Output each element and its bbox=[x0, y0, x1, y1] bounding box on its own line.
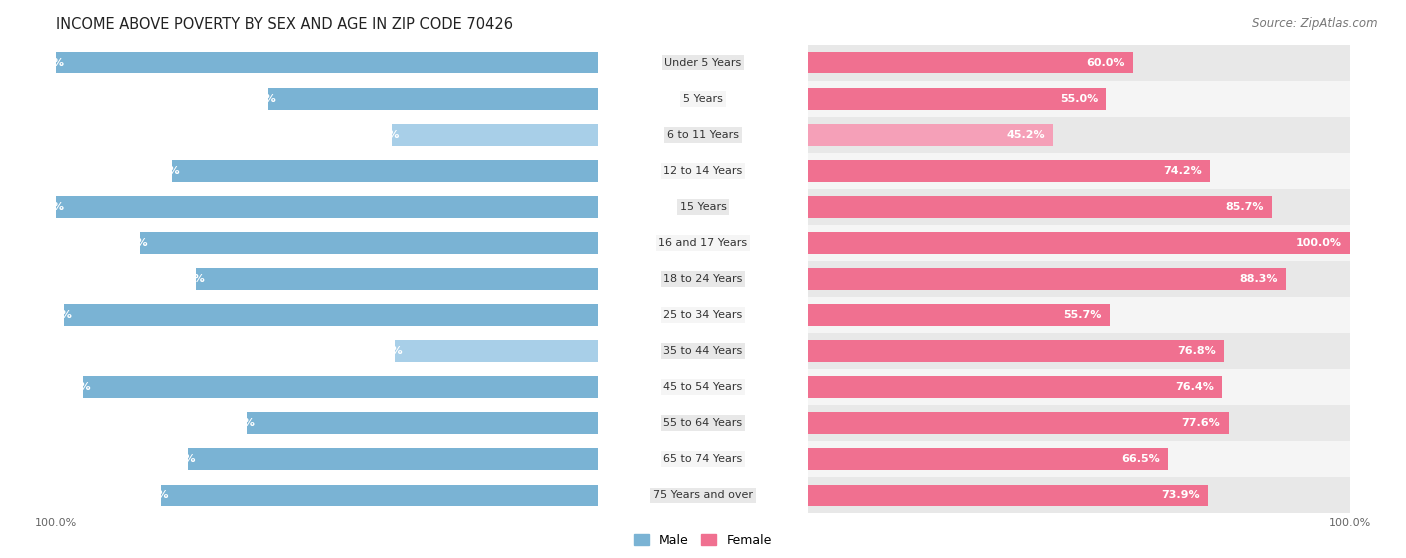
Text: Under 5 Years: Under 5 Years bbox=[665, 57, 741, 68]
Bar bbox=[808, 189, 1406, 225]
Text: Source: ZipAtlas.com: Source: ZipAtlas.com bbox=[1253, 17, 1378, 30]
Text: 76.8%: 76.8% bbox=[1177, 346, 1216, 356]
Text: 25 to 34 Years: 25 to 34 Years bbox=[664, 310, 742, 320]
Bar bbox=[808, 45, 1406, 81]
Text: 74.2%: 74.2% bbox=[1163, 166, 1202, 176]
Text: 35 to 44 Years: 35 to 44 Years bbox=[664, 346, 742, 356]
Text: 65 to 74 Years: 65 to 74 Years bbox=[664, 454, 742, 464]
Bar bbox=[808, 369, 1406, 405]
Bar bbox=[808, 232, 1350, 254]
Text: 18 to 24 Years: 18 to 24 Years bbox=[664, 274, 742, 284]
Bar bbox=[598, 45, 1406, 81]
Bar bbox=[808, 52, 1133, 74]
Bar bbox=[598, 441, 1406, 477]
Text: 55.7%: 55.7% bbox=[1063, 310, 1102, 320]
Bar bbox=[392, 124, 598, 146]
Text: 38.0%: 38.0% bbox=[361, 130, 399, 140]
Bar bbox=[141, 232, 598, 254]
Bar bbox=[56, 52, 598, 74]
Text: 5 Years: 5 Years bbox=[683, 94, 723, 104]
Text: 88.3%: 88.3% bbox=[1240, 274, 1278, 284]
Bar bbox=[808, 81, 1406, 117]
Text: 85.7%: 85.7% bbox=[1226, 202, 1264, 212]
Bar bbox=[808, 196, 1272, 218]
Text: 12 to 14 Years: 12 to 14 Years bbox=[664, 166, 742, 176]
Bar bbox=[598, 225, 1406, 261]
Text: 80.7%: 80.7% bbox=[131, 490, 169, 501]
Text: INCOME ABOVE POVERTY BY SEX AND AGE IN ZIP CODE 70426: INCOME ABOVE POVERTY BY SEX AND AGE IN Z… bbox=[56, 17, 513, 32]
Text: 60.0%: 60.0% bbox=[1087, 57, 1125, 68]
Bar bbox=[269, 88, 598, 109]
Text: 37.4%: 37.4% bbox=[364, 346, 404, 356]
Bar bbox=[808, 405, 1406, 441]
Bar bbox=[808, 477, 1406, 513]
Bar bbox=[808, 333, 1406, 369]
Bar bbox=[808, 153, 1406, 189]
Text: 74.1%: 74.1% bbox=[166, 274, 204, 284]
Text: 100.0%: 100.0% bbox=[18, 57, 65, 68]
Legend: Male, Female: Male, Female bbox=[630, 529, 776, 552]
Bar bbox=[172, 160, 598, 182]
Text: 55 to 64 Years: 55 to 64 Years bbox=[664, 418, 742, 428]
Bar bbox=[395, 340, 598, 362]
Bar bbox=[808, 449, 1168, 470]
Text: 73.9%: 73.9% bbox=[1161, 490, 1201, 501]
Bar bbox=[808, 117, 1406, 153]
Text: 66.5%: 66.5% bbox=[1122, 454, 1160, 464]
Bar bbox=[598, 81, 1406, 117]
Text: 76.4%: 76.4% bbox=[1175, 382, 1213, 392]
Text: 95.1%: 95.1% bbox=[52, 382, 91, 392]
Text: 16 and 17 Years: 16 and 17 Years bbox=[658, 238, 748, 248]
Bar bbox=[808, 441, 1406, 477]
Bar bbox=[598, 189, 1406, 225]
Text: 77.6%: 77.6% bbox=[1181, 418, 1220, 428]
Text: 45 to 54 Years: 45 to 54 Years bbox=[664, 382, 742, 392]
Text: 6 to 11 Years: 6 to 11 Years bbox=[666, 130, 740, 140]
Text: 55.0%: 55.0% bbox=[1060, 94, 1098, 104]
Bar bbox=[808, 412, 1229, 434]
Text: 75 Years and over: 75 Years and over bbox=[652, 490, 754, 501]
Text: 60.9%: 60.9% bbox=[238, 94, 276, 104]
Bar bbox=[247, 412, 598, 434]
Bar bbox=[808, 297, 1406, 333]
Bar bbox=[83, 376, 598, 398]
Bar bbox=[808, 160, 1211, 182]
Bar bbox=[808, 225, 1406, 261]
Text: 78.7%: 78.7% bbox=[141, 166, 180, 176]
Bar bbox=[598, 261, 1406, 297]
Bar bbox=[808, 304, 1109, 326]
Bar bbox=[197, 268, 598, 290]
Text: 75.7%: 75.7% bbox=[157, 454, 195, 464]
Text: 98.6%: 98.6% bbox=[34, 310, 72, 320]
Bar bbox=[808, 124, 1053, 146]
Bar bbox=[63, 304, 598, 326]
Bar bbox=[598, 369, 1406, 405]
Bar bbox=[808, 261, 1406, 297]
Bar bbox=[598, 153, 1406, 189]
Bar bbox=[598, 117, 1406, 153]
Text: 64.8%: 64.8% bbox=[217, 418, 254, 428]
Text: 45.2%: 45.2% bbox=[1007, 130, 1045, 140]
Bar bbox=[598, 477, 1406, 513]
Bar bbox=[160, 484, 598, 506]
Bar bbox=[188, 449, 598, 470]
Bar bbox=[808, 268, 1286, 290]
Text: 100.0%: 100.0% bbox=[1296, 238, 1341, 248]
Bar bbox=[598, 405, 1406, 441]
Text: 100.0%: 100.0% bbox=[18, 202, 65, 212]
Bar bbox=[808, 376, 1222, 398]
Bar bbox=[56, 196, 598, 218]
Bar bbox=[598, 297, 1406, 333]
Bar bbox=[808, 484, 1209, 506]
Bar bbox=[808, 88, 1107, 109]
Bar bbox=[598, 333, 1406, 369]
Bar bbox=[808, 340, 1225, 362]
Text: 15 Years: 15 Years bbox=[679, 202, 727, 212]
Text: 84.5%: 84.5% bbox=[110, 238, 148, 248]
